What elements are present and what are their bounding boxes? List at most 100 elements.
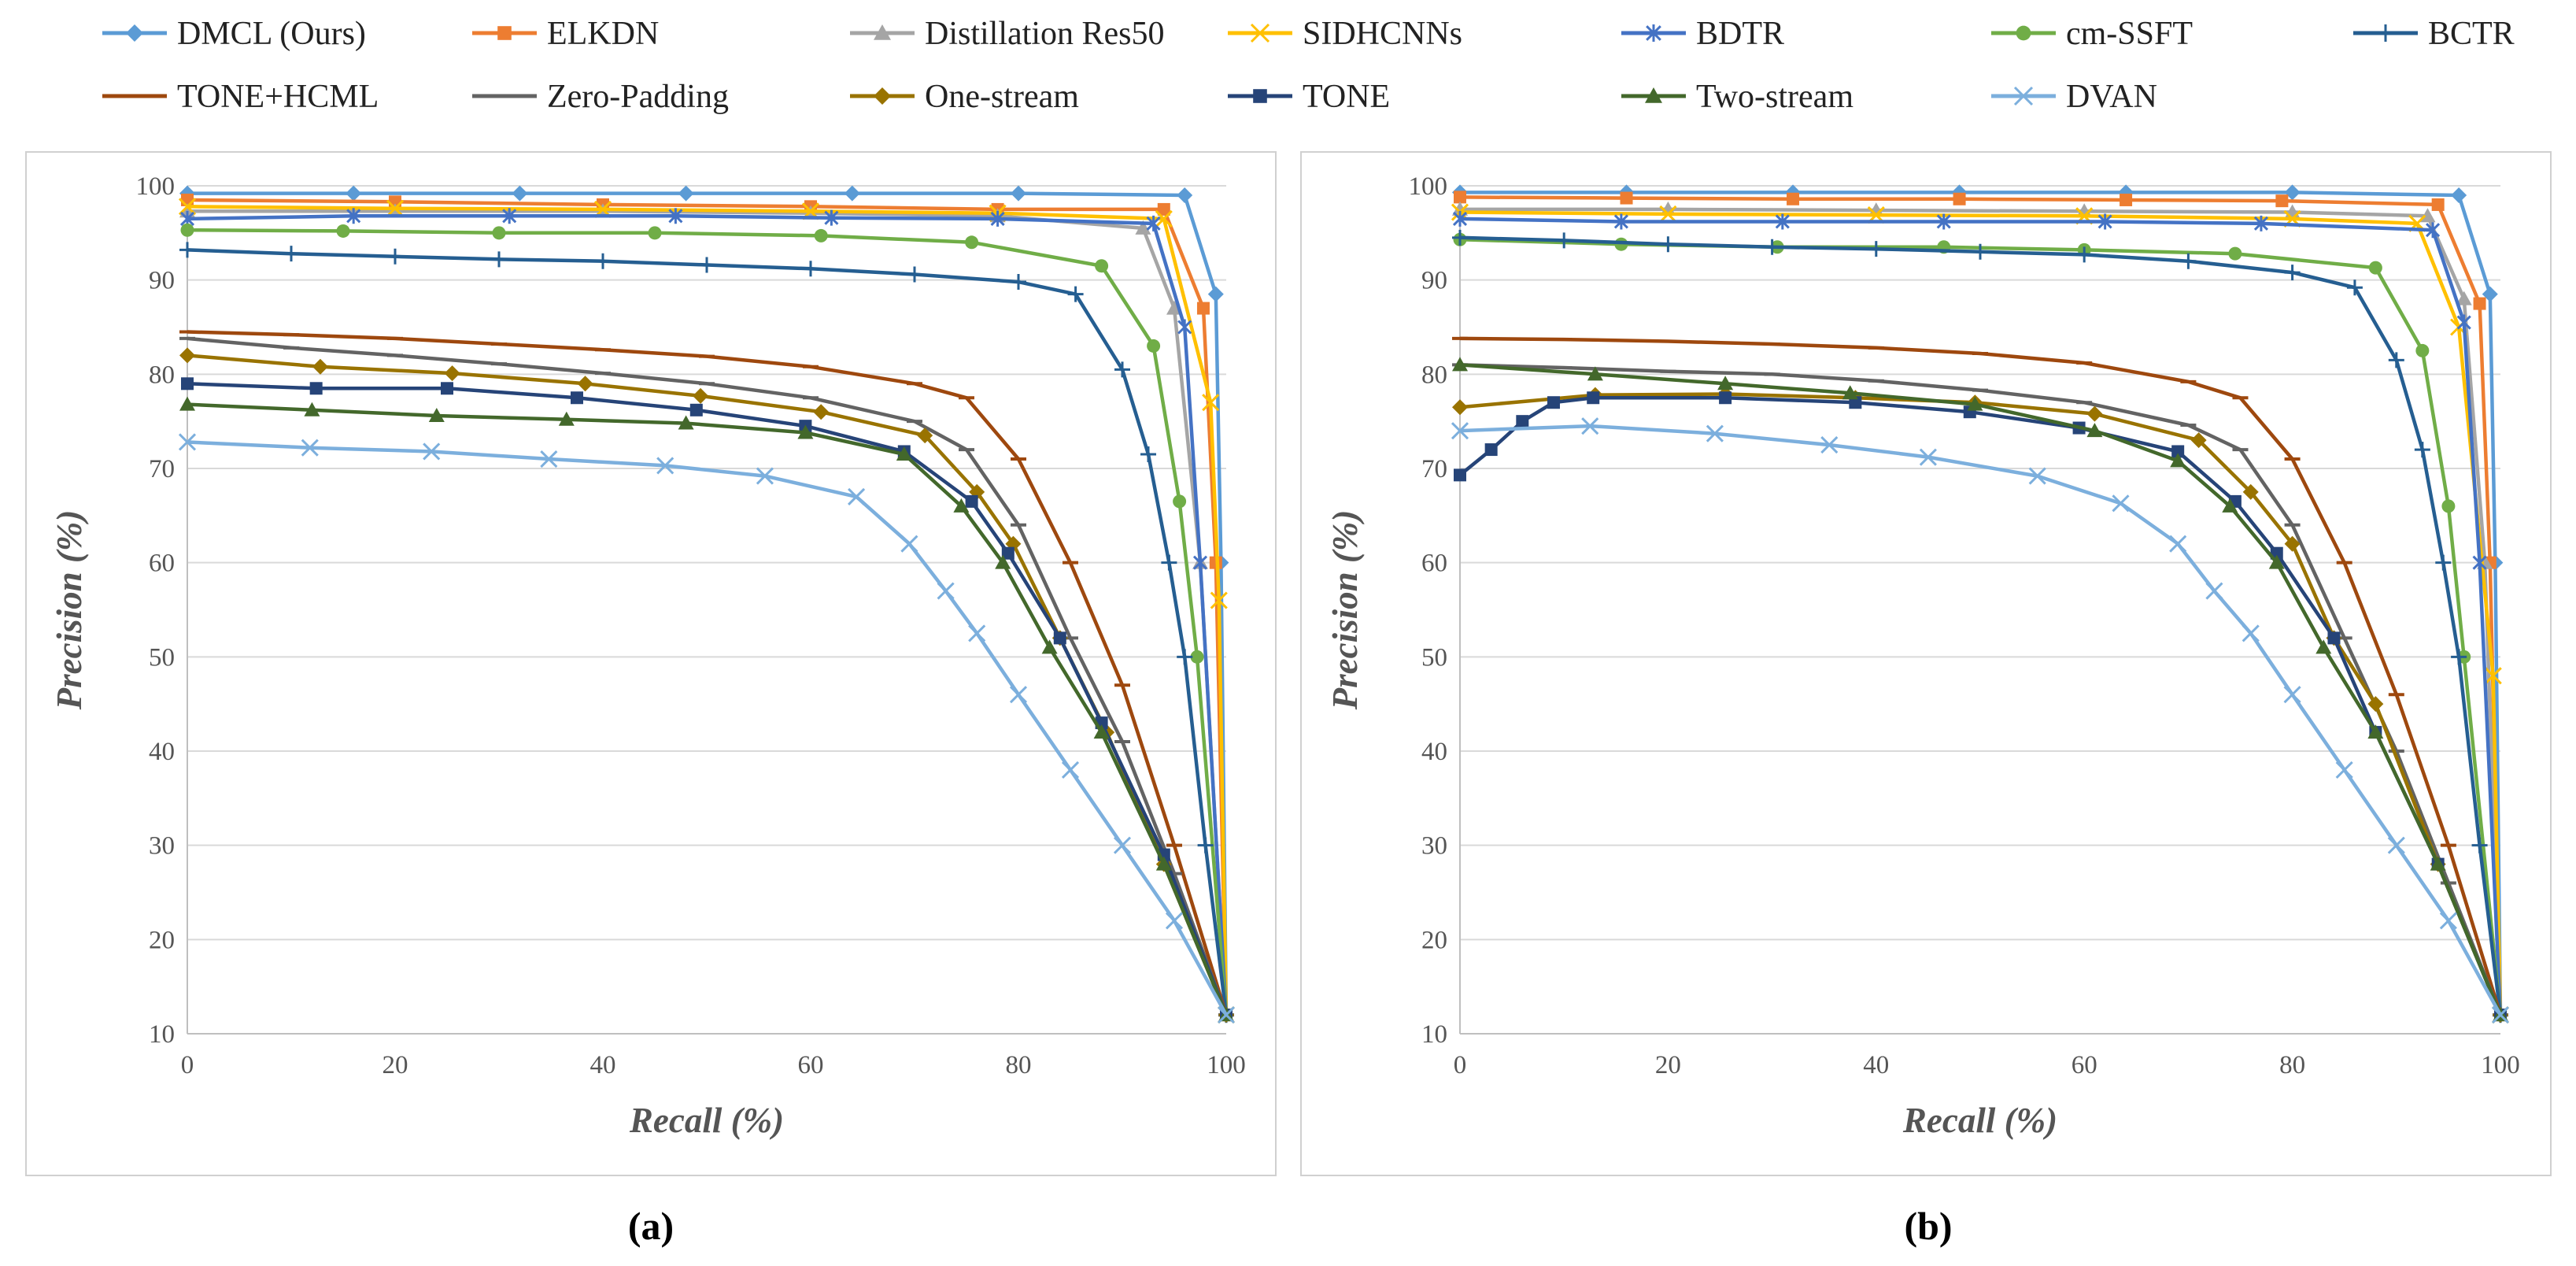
data-point-dvan	[2169, 535, 2187, 553]
data-point-one-stream	[444, 365, 460, 382]
data-point-dvan	[900, 535, 918, 553]
series-line-zero-padding	[187, 336, 1229, 1016]
series-dvan	[178, 433, 1236, 1024]
legend-entry-tone-hcml: TONE+HCML	[102, 79, 379, 115]
data-point-bdtr	[1936, 213, 1951, 230]
data-point-dvan	[848, 487, 866, 505]
data-point-two-stream	[428, 407, 445, 422]
data-point-dvan	[1165, 912, 1184, 930]
panel-b: 10 20 30 40 50 60 70 80 90 100 0 20 40 60 80 100 Recall …	[1300, 151, 2552, 1176]
legend-label-dvan: DVAN	[2066, 79, 2157, 115]
legend-entry-dvan: DVAN	[1991, 79, 2157, 115]
data-point-distillation-res50	[1660, 201, 1676, 216]
legend-entry-bctr: BCTR	[2353, 16, 2515, 52]
data-point-dvan	[2387, 836, 2405, 854]
data-point-dvan	[2283, 686, 2301, 704]
data-point-cm-ssft	[336, 224, 350, 238]
x-tick-label: 100	[1207, 1051, 1246, 1079]
y-tick-label: 30	[1421, 832, 1447, 861]
data-point-bctr	[2414, 442, 2430, 458]
data-point-bdtr	[502, 208, 517, 224]
y-tick-label: 100	[1409, 172, 1448, 201]
data-point-dvan	[2112, 494, 2130, 513]
data-point-sidhcnns	[1210, 591, 1228, 609]
y-axis-title: Precision (%)	[50, 510, 89, 711]
data-point-two-stream	[1452, 357, 1468, 372]
data-point-bctr	[1868, 241, 1884, 257]
data-point-dmcl-ours	[2284, 184, 2301, 201]
data-point-cm-ssft	[2368, 261, 2382, 275]
data-point-cm-ssft	[1190, 650, 1204, 664]
legend-marker-dmcl-ours	[126, 24, 143, 42]
data-point-sidhcnns	[386, 199, 405, 217]
data-point-tone	[309, 382, 323, 395]
legend-entry-cm-ssft: cm-SSFT	[1991, 16, 2193, 52]
data-point-elkdn	[2275, 194, 2289, 208]
data-point-dmcl-ours	[844, 185, 860, 202]
data-point-bctr	[1660, 236, 1676, 253]
data-point-sidhcnns	[1202, 394, 1220, 412]
data-point-dvan	[1061, 761, 1080, 779]
data-point-one-stream	[2367, 696, 2384, 713]
series-two-stream	[179, 396, 1234, 1022]
data-point-two-stream	[1041, 639, 1058, 654]
data-point-bctr	[283, 246, 299, 262]
data-point-dmcl-ours	[678, 185, 694, 202]
data-point-dvan	[2335, 761, 2353, 779]
tick-labels: 10 20 30 40 50 60 70 80 90 100 0 20 40 60 80 100	[136, 172, 1246, 1079]
data-point-cm-ssft	[1095, 259, 1109, 273]
y-tick-label: 60	[1421, 550, 1447, 578]
data-point-one-stream	[312, 358, 328, 375]
data-point-two-stream	[797, 424, 814, 439]
data-point-one-stream	[2242, 483, 2259, 500]
data-point-cm-ssft	[492, 226, 506, 240]
data-point-dvan	[540, 450, 558, 468]
data-point-two-stream	[304, 402, 320, 416]
data-point-dmcl-ours	[346, 185, 362, 202]
data-point-cm-ssft	[2415, 343, 2430, 357]
data-point-dmcl-ours	[1011, 185, 1026, 202]
data-point-bdtr	[1452, 210, 1468, 227]
data-point-bctr	[907, 266, 922, 283]
x-axis-title: Recall (%)	[629, 1101, 784, 1140]
legend-label-two-stream: Two-stream	[1696, 79, 1853, 115]
legend-label-elkdn: ELKDN	[547, 16, 659, 52]
legend-entry-one-stream: One-stream	[850, 79, 1079, 115]
data-point-dmcl-ours	[512, 185, 528, 202]
y-tick-label: 90	[1421, 267, 1447, 295]
x-tick-label: 80	[1006, 1051, 1032, 1079]
data-point-cm-ssft	[814, 228, 828, 242]
data-point-bdtr	[2097, 213, 2112, 230]
data-point-dvan	[301, 439, 319, 457]
data-point-bctr	[2451, 649, 2467, 665]
data-point-bdtr	[1775, 213, 1790, 230]
data-point-dmcl-ours	[1207, 286, 1224, 302]
legend-entry-dmcl-ours: DMCL (Ours)	[102, 16, 366, 52]
data-point-bctr	[2471, 837, 2488, 853]
data-point-bctr	[595, 253, 611, 269]
legend: DMCL (Ours) ELKDN Distillation Res50 SIDHCN…	[102, 16, 2515, 115]
series-bdtr	[1452, 210, 2508, 1024]
legend-marker-elkdn	[497, 26, 512, 40]
data-point-two-stream	[2170, 453, 2186, 468]
data-point-tone	[1516, 415, 1529, 428]
data-point-bctr	[1452, 229, 1468, 246]
data-point-bdtr	[2472, 554, 2487, 571]
legend-entry-distillation-res50: Distillation Res50	[850, 16, 1165, 52]
data-point-two-stream	[2268, 554, 2285, 569]
x-tick-label: 0	[1454, 1051, 1467, 1079]
series-bctr	[179, 242, 1234, 1024]
data-point-bctr	[2388, 352, 2404, 368]
y-tick-label: 70	[149, 455, 175, 483]
legend-label-sidhcnns: SIDHCNNs	[1303, 16, 1462, 52]
legend-entry-bdtr: BDTR	[1621, 16, 1784, 52]
data-point-dvan	[2205, 582, 2223, 600]
data-point-distillation-res50	[1868, 202, 1884, 217]
data-point-dvan	[1820, 436, 1839, 454]
data-point-dmcl-ours	[2482, 286, 2498, 302]
data-point-tone	[2327, 631, 2341, 645]
data-point-bctr	[1764, 239, 1780, 255]
legend-label-bctr: BCTR	[2428, 16, 2515, 52]
data-point-distillation-res50	[2419, 208, 2436, 223]
data-point-bdtr	[346, 208, 361, 224]
